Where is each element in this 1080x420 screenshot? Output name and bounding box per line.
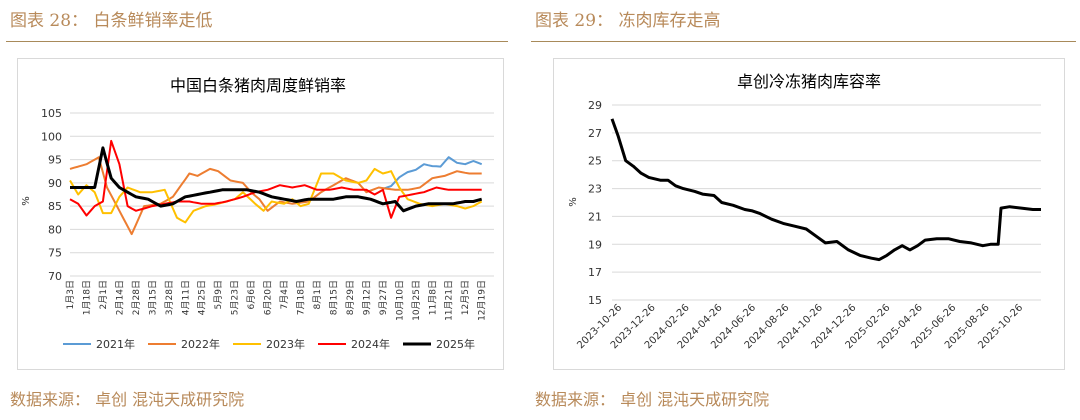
legend-label: 2024年 [351,337,390,351]
x-tick-label: 7月18日 [296,280,307,315]
x-tick-label: 11月8日 [427,280,438,315]
x-tick-label: 2月1日 [98,280,109,309]
x-tick-label: 2月14日 [114,280,125,315]
y-tick-label: 17 [588,266,602,279]
chart-title: 卓创冷冻猪肉库容率 [737,72,881,91]
legend-label: 2022年 [181,337,220,351]
x-tick-label: 6月6日 [246,280,257,309]
legend-label: 2021年 [96,337,135,351]
x-tick-label: 10月25日 [411,280,422,321]
x-tick-label: 6月20日 [263,280,274,315]
y-tick-label: 85 [48,200,62,213]
x-tick-label: 8月15日 [328,280,339,315]
title-rule-left [6,41,508,42]
y-tick-label: 19 [588,238,602,251]
x-tick-label: 4月11日 [180,280,191,315]
x-tick-label: 3月28日 [164,280,175,315]
chart-frame-left: 中国白条猪肉周度鲜销率 % 70 75 80 85 90 95 100 105 1月3日 1月1… [17,58,504,370]
series-line-2025年 [70,146,483,213]
y-axis-label: % [21,196,32,206]
x-tick-label: 2月28日 [131,280,142,315]
source-note-left: 数据来源： 卓创 混沌天成研究院 [10,390,245,409]
x-tick-label: 8月29日 [345,280,356,315]
y-tick-label: 23 [588,183,602,196]
x-tick-label: 10月10日 [394,280,405,321]
x-tick-label: 7月4日 [279,280,290,309]
x-tick-label: 5月23日 [230,280,241,315]
y-tick-label: 15 [588,294,602,307]
x-tick-label: 11月21日 [444,280,455,321]
y-tick-label: 27 [588,127,602,140]
x-tick-label: 12月5日 [460,280,471,315]
x-tick-label: 5月9日 [213,280,224,309]
x-tick-label: 1月3日 [65,280,76,309]
y-tick-label: 25 [588,155,602,168]
chart-title: 中国白条猪肉周度鲜销率 [170,76,346,95]
series-line-2022年 [69,156,482,236]
source-note-right: 数据来源： 卓创 混沌天成研究院 [535,390,770,409]
y-tick-label: 95 [48,154,62,167]
x-tick-label: 3月15日 [147,280,158,315]
series-line-2024年 [69,139,482,219]
y-tick-label: 70 [48,270,62,283]
legend-label: 2025年 [436,337,475,351]
series-line-2023年 [69,167,483,224]
x-tick-label: 12月19日 [477,280,488,321]
x-tick-label: 9月27日 [378,280,389,315]
x-tick-label: 4月25日 [197,280,208,315]
chart-frame-right: 卓创冷冻猪肉库容率 % 15 17 19 21 23 25 27 29 2023-10-26 2… [553,58,1065,370]
figure-title-right: 图表 29： 冻肉库存走高 [535,11,721,31]
legend-label: 2023年 [266,337,305,351]
storage-rate-line [610,118,1041,262]
y-tick-label: 29 [588,99,602,112]
figure-title-left: 图表 28： 白条鲜销率走低 [10,11,213,31]
y-tick-label: 90 [48,177,62,190]
y-tick-label: 80 [48,223,62,236]
title-rule-right [531,41,1076,42]
x-tick-label: 1月18日 [81,280,92,315]
x-tick-label: 9月12日 [361,280,372,315]
y-tick-label: 75 [48,247,62,260]
y-tick-label: 21 [588,210,602,223]
series-line-2021年 [382,156,483,190]
y-tick-label: 100 [41,130,62,143]
fresh-sales-rate-chart: 中国白条猪肉周度鲜销率 % 70 75 80 85 90 95 100 105 1月3日 1月1… [21,76,494,351]
y-axis-label: % [568,197,579,207]
y-tick-label: 105 [41,107,62,120]
x-tick-label: 8月1日 [312,280,323,309]
